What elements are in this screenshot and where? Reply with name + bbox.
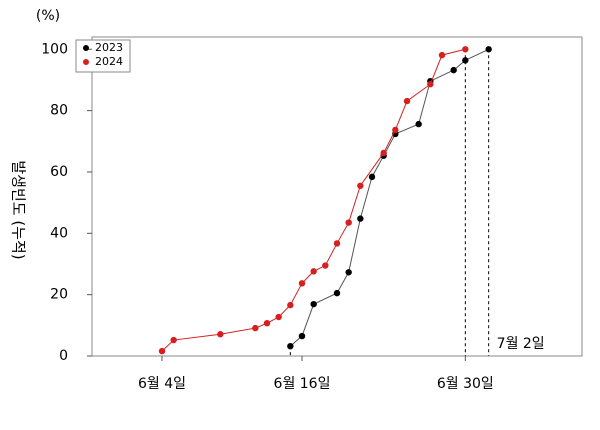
y-tick-label: 40	[50, 225, 68, 241]
legend-label: 2023	[95, 41, 123, 54]
y-tick-label: 60	[50, 164, 68, 180]
point	[287, 342, 294, 350]
point	[310, 268, 317, 275]
y-unit: (%)	[36, 8, 60, 24]
point	[357, 182, 364, 189]
x-tick-label: 6월 4일	[138, 376, 186, 392]
point	[450, 66, 457, 74]
y-axis-label: 발생빈도 (누적)	[10, 160, 28, 259]
point	[170, 336, 177, 344]
point	[252, 324, 259, 332]
y-tick-label: 100	[41, 41, 68, 57]
point	[438, 51, 446, 59]
point	[345, 219, 352, 226]
series-line	[290, 48, 489, 347]
point	[380, 149, 387, 157]
point	[310, 300, 317, 308]
point	[427, 81, 434, 88]
point	[357, 215, 364, 222]
point	[345, 269, 352, 276]
legend-label: 2024	[95, 55, 123, 68]
point	[333, 240, 341, 247]
legend-marker	[83, 59, 89, 65]
point	[485, 46, 492, 53]
point	[322, 262, 329, 269]
point	[368, 173, 376, 181]
point	[158, 347, 166, 355]
point	[217, 331, 224, 338]
x-tick-label: 6월 30일	[437, 376, 494, 392]
point	[263, 319, 271, 327]
plot-frame	[91, 36, 583, 357]
point	[287, 301, 294, 309]
point	[462, 57, 469, 64]
y-tick-label: 80	[50, 103, 68, 119]
point	[275, 313, 282, 321]
point	[403, 97, 411, 105]
x-tick-label: 6월 16일	[274, 376, 331, 392]
point	[298, 332, 306, 340]
y-tick-label: 20	[50, 287, 68, 303]
y-tick-label: 0	[59, 348, 68, 364]
point	[298, 280, 306, 287]
legend-marker	[83, 45, 89, 51]
point	[392, 126, 399, 134]
point	[333, 289, 341, 297]
point	[415, 120, 422, 128]
point	[462, 46, 469, 53]
annotation: 7월 2일	[497, 336, 545, 352]
